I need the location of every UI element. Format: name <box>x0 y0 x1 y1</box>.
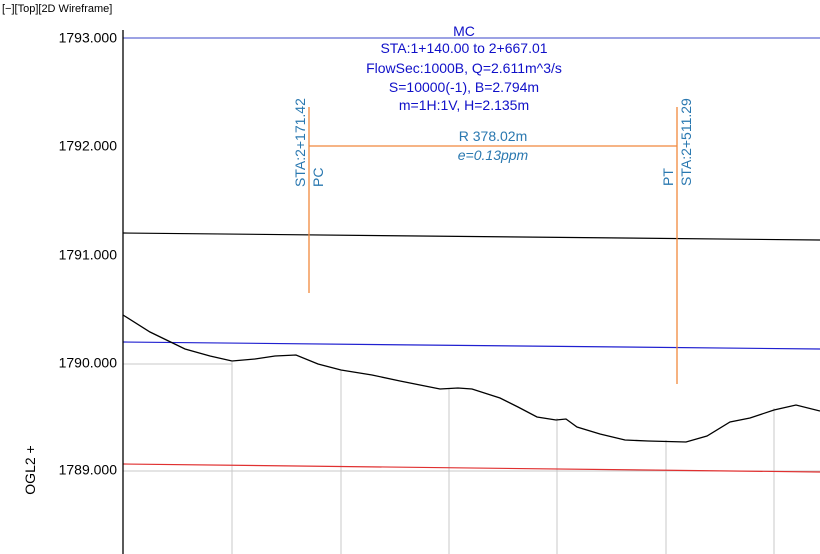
vertical-grid <box>231 362 775 554</box>
y-tick-label: 1790.000 <box>59 355 118 371</box>
y-tick-label: 1789.000 <box>59 462 118 478</box>
water-surface-line <box>122 341 820 350</box>
curve-radius-label: R 378.02m <box>459 128 527 144</box>
channel-info-line: m=1H:1V, H=2.135m <box>399 97 529 113</box>
channel-info-line: STA:1+140.00 to 2+667.01 <box>380 40 547 56</box>
curve-superelevation-label: e=0.13ppm <box>458 147 529 163</box>
pc-station-label: STA:2+171.42 <box>292 98 308 187</box>
channel-title: MC <box>453 23 475 39</box>
pt-label: PT <box>660 168 676 186</box>
pt-station-label: STA:2+511.29 <box>678 98 694 186</box>
channel-top-line <box>122 232 820 241</box>
pc-label: PC <box>310 168 326 187</box>
viewport-label[interactable]: [−][Top][2D Wireframe] <box>2 3 113 15</box>
ground-profile-line <box>122 314 820 443</box>
axis-side-label: OGL2 + <box>22 445 38 494</box>
y-tick-label: 1791.000 <box>59 247 118 263</box>
channel-bed-line <box>122 463 820 473</box>
channel-info-line: FlowSec:1000B, Q=2.611m^3/s <box>366 60 562 76</box>
y-tick-label: 1793.000 <box>59 30 118 46</box>
y-tick-label: 1792.000 <box>59 138 118 154</box>
channel-info-line: S=10000(-1), B=2.794m <box>389 79 539 95</box>
curve-markers <box>308 107 678 384</box>
horizontal-grid <box>123 363 820 472</box>
